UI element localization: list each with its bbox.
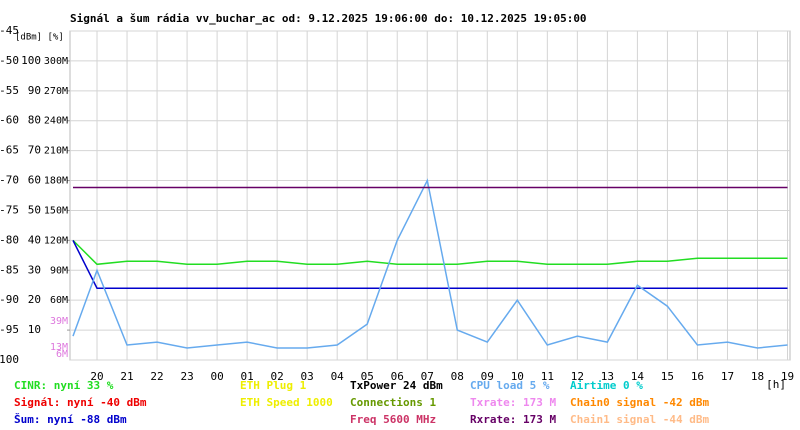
y3-tick-label: 210M [44, 146, 68, 157]
y3-tick-label: 150M [44, 205, 68, 216]
series-line [72, 178, 788, 349]
x-tick-label: 12 [571, 370, 584, 383]
y-tick-label: -100 [0, 353, 19, 366]
x-tick-label: 05 [361, 370, 374, 383]
x-tick-label: 03 [301, 370, 314, 383]
chart-title: Signál a šum rádia vv_buchar_ac od: 9.12… [70, 12, 587, 25]
y-tick-label: -70 [0, 174, 19, 187]
x-tick-label: 19 [781, 370, 794, 383]
y2-tick-label: 70 [28, 144, 41, 157]
x-tick-label: 18 [751, 370, 764, 383]
x-tick-label: 20 [90, 370, 103, 383]
x-tick-label: 15 [661, 370, 674, 383]
legend-entry: Freq 5600 MHz [350, 413, 436, 426]
y2-tick-label: 100 [21, 54, 41, 67]
x-tick-label: 07 [421, 370, 434, 383]
legend-entry: Connections 1 [350, 396, 436, 409]
x-tick-label: 17 [721, 370, 734, 383]
y2-tick-label: 80 [28, 114, 41, 127]
y-tick-label: -45 [0, 24, 19, 37]
y3-marker-label: 6M [56, 349, 68, 360]
x-tick-label: 02 [271, 370, 284, 383]
y-tick-label: -85 [0, 263, 19, 276]
legend-entry: ETH Plug 1 [240, 379, 307, 392]
y-tick-label: -75 [0, 203, 19, 216]
legend-entry: CPU load 5 % [470, 379, 550, 392]
y3-tick-label: 120M [44, 235, 68, 246]
y-tick-label: -90 [0, 293, 19, 306]
x-tick-label: 04 [331, 370, 345, 383]
y-tick-label: -80 [0, 233, 19, 246]
legend-entry: Airtime 0 % [570, 379, 643, 392]
legend-entry: Chain1 signal -44 dBm [570, 413, 709, 426]
x-tick-label: 22 [150, 370, 163, 383]
legend-entry: Signál: nyní -40 dBm [14, 396, 147, 409]
x-tick-label: 23 [180, 370, 193, 383]
y-tick-label: -50 [0, 54, 19, 67]
legend-entry: Rxrate: 173 M [470, 413, 556, 426]
legend-entry: TxPower 24 dBm [350, 379, 443, 392]
legend-entry: ETH Speed 1000 [240, 396, 333, 409]
x-tick-label: 16 [691, 370, 704, 383]
y-tick-label: -65 [0, 144, 19, 157]
legend-entry: Txrate: 173 M [470, 396, 556, 409]
y-tick-label: -95 [0, 323, 19, 336]
y-units: [dBm] [%] [15, 33, 64, 43]
y2-tick-label: 60 [28, 174, 41, 187]
y2-tick-label: 20 [28, 293, 41, 306]
x-tick-label: 08 [451, 370, 464, 383]
y3-tick-label: 240M [44, 116, 68, 127]
y2-tick-label: 50 [28, 203, 41, 216]
x-tick-label: 00 [210, 370, 223, 383]
x-tick-label: 01 [241, 370, 254, 383]
series-line [72, 240, 788, 289]
y2-tick-label: 30 [28, 263, 41, 276]
x-tick-label: 21 [120, 370, 133, 383]
series-line [72, 239, 788, 266]
x-tick-label: 10 [511, 370, 524, 383]
y2-tick-label: 90 [28, 84, 41, 97]
legend-entry: Chain0 signal -42 dBm [570, 396, 709, 409]
y3-tick-label: 300M [44, 56, 68, 67]
x-tick-label: 09 [481, 370, 494, 383]
legend-entry: Šum: nyní -88 dBm [14, 413, 127, 426]
x-tick-label: 06 [391, 370, 404, 383]
x-unit: [h] [766, 378, 786, 391]
y3-tick-label: 270M [44, 86, 68, 97]
y3-tick-label: 90M [50, 265, 68, 276]
y-tick-label: -60 [0, 114, 19, 127]
y3-tick-label: 60M [50, 295, 68, 306]
y-tick-label: -55 [0, 84, 19, 97]
y3-tick-label: 180M [44, 176, 68, 187]
x-tick-label: 11 [541, 370, 554, 383]
x-tick-label: 14 [631, 370, 645, 383]
legend-entry: CINR: nyní 33 % [14, 379, 114, 392]
y2-tick-label: 10 [28, 323, 41, 336]
y3-marker-label: 39M [50, 316, 68, 327]
x-tick-label: 13 [601, 370, 614, 383]
y2-tick-label: 40 [28, 233, 41, 246]
y3-marker-label: 13M [50, 342, 68, 353]
